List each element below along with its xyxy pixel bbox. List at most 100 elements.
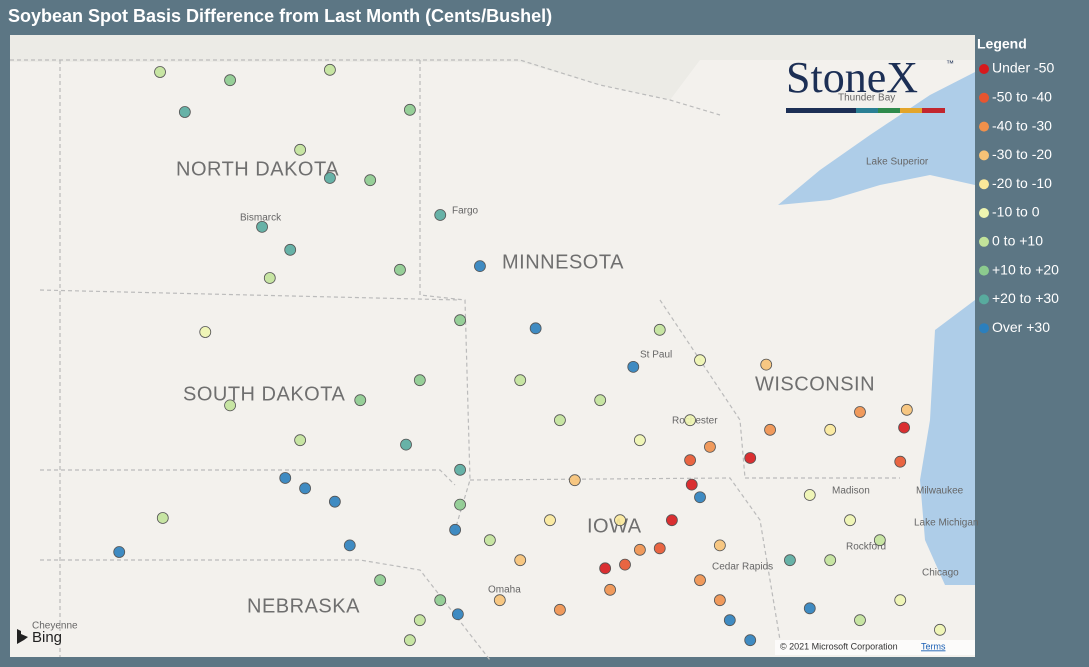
site-marker: [354, 394, 367, 407]
place-label: Fargo: [452, 206, 479, 217]
site-marker: [324, 172, 336, 184]
logo-bar: [786, 108, 945, 113]
border-line: [419, 60, 471, 531]
site-marker: [284, 243, 297, 256]
site-marker: [403, 634, 416, 647]
site-marker: [723, 614, 736, 627]
legend-label: -40 to -30: [992, 117, 1052, 133]
lake-superior: [778, 72, 975, 205]
place-label: Rockford: [846, 542, 886, 553]
border-line: [40, 469, 456, 486]
site-marker: [694, 491, 706, 504]
site-marker: [224, 399, 236, 412]
site-marker: [653, 542, 666, 555]
legend-label: -30 to -20: [992, 146, 1052, 162]
site-marker: [894, 594, 907, 607]
site-marker: [554, 603, 566, 616]
site-marker: [824, 554, 837, 567]
site-marker: [627, 360, 640, 373]
legend-swatch: [979, 236, 989, 247]
site-marker: [400, 438, 412, 451]
title: Soybean Spot Basis Difference from Last …: [8, 6, 552, 26]
site-marker: [619, 558, 631, 571]
place-label: Chicago: [922, 568, 959, 579]
site-marker: [434, 594, 447, 607]
site-marker: [844, 514, 856, 527]
site-marker: [713, 594, 726, 607]
site-marker: [665, 514, 678, 527]
attribution-bg: [775, 640, 975, 655]
legend-swatch: [979, 150, 989, 161]
site-marker: [493, 594, 506, 607]
site-marker: [633, 543, 646, 556]
site-marker: [554, 414, 566, 427]
site-marker: [514, 374, 527, 387]
site-marker: [328, 495, 341, 508]
legend-label: +10 to +20: [992, 261, 1059, 277]
legend-label: -50 to -40: [992, 89, 1052, 105]
site-marker: [279, 472, 292, 484]
legend-label: Under -50: [992, 60, 1054, 76]
legend-swatch: [979, 92, 989, 103]
site-marker: [113, 546, 126, 558]
place-label: Cheyenne: [32, 621, 78, 632]
site-marker: [685, 478, 698, 491]
site-marker: [900, 403, 913, 416]
site-marker: [451, 608, 464, 621]
site-marker: [744, 634, 757, 647]
site-marker: [294, 434, 307, 447]
site-marker: [434, 209, 447, 221]
site-marker: [449, 523, 462, 536]
border-line: [39, 289, 461, 301]
site-marker: [154, 66, 166, 78]
site-marker: [604, 583, 617, 596]
site-marker: [529, 322, 542, 335]
border-line: [469, 477, 781, 641]
map: NORTH DAKOTA MINNESOTA SOUTH DAKOTA WISCONS…: [10, 35, 978, 661]
site-marker: [934, 623, 946, 636]
site-marker: [514, 554, 527, 567]
place-label: Madison: [832, 486, 870, 497]
site-marker: [156, 512, 169, 524]
terms-link[interactable]: Terms: [921, 641, 946, 651]
legend-swatch: [979, 121, 989, 132]
state-label: IOWA: [587, 515, 642, 537]
legend-label: 0 to +10: [992, 233, 1043, 249]
site-marker: [744, 452, 757, 464]
legend-swatch: [979, 323, 989, 334]
site-marker: [343, 539, 356, 552]
legend-swatch: [979, 64, 989, 74]
site-marker: [854, 406, 866, 418]
site-marker: [403, 103, 416, 116]
site-marker: [854, 614, 866, 627]
site-marker: [684, 414, 696, 427]
logo: StoneX: [786, 53, 918, 102]
site-marker: [454, 314, 466, 327]
site-marker: [633, 434, 646, 447]
site-marker: [803, 602, 816, 615]
place-label: Thunder Bay: [838, 93, 895, 104]
legend-label: Over +30: [992, 319, 1050, 335]
site-marker: [614, 514, 626, 527]
place-label: Omaha: [488, 585, 521, 596]
place-label: Milwaukee: [916, 486, 964, 497]
site-marker: [599, 562, 612, 575]
legend-title: Legend: [977, 36, 1027, 52]
state-label: NEBRASKA: [247, 595, 360, 617]
site-marker: [256, 220, 268, 233]
site-marker: [294, 143, 307, 156]
site-marker: [364, 174, 377, 187]
copyright: © 2021 Microsoft Corporation: [780, 641, 898, 651]
site-marker: [483, 534, 496, 547]
site-marker: [263, 272, 276, 284]
site-marker: [394, 263, 406, 276]
legend-swatch: [979, 265, 989, 276]
site-marker: [653, 323, 666, 336]
logo-stripe: [856, 108, 878, 113]
state-label: MINNESOTA: [502, 251, 624, 273]
site-marker: [894, 455, 907, 468]
site-marker: [224, 74, 236, 87]
bing: Bing: [32, 629, 62, 646]
